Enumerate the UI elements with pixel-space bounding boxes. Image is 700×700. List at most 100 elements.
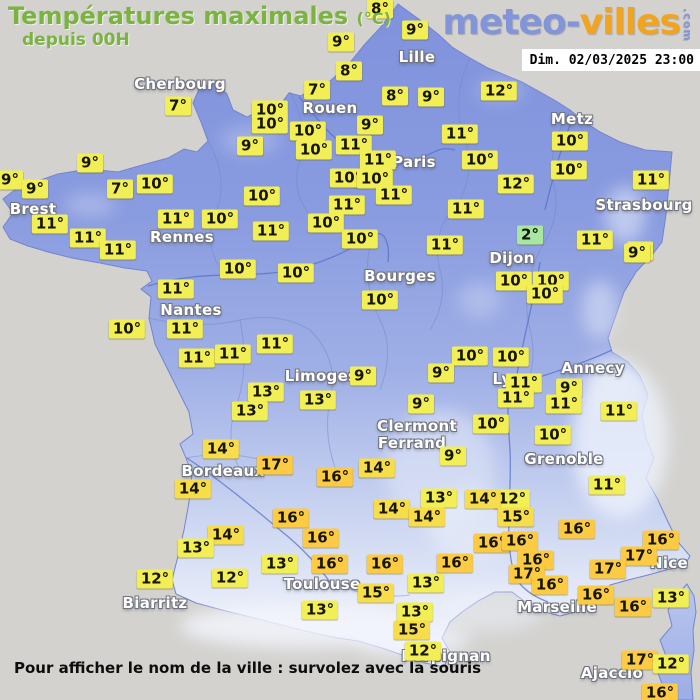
temperature-label: 13° [177, 538, 215, 558]
temperature-label: 13° [247, 382, 285, 402]
temperature-label: 11° [178, 348, 216, 368]
city-label-paris: Paris [392, 153, 436, 171]
temperature-label: 10° [451, 346, 489, 366]
city-label-strasbourg: Strasbourg [595, 196, 693, 214]
temperature-label: 11° [375, 185, 413, 205]
temperature-label: 9° [402, 20, 428, 40]
meteo-villes-logo[interactable]: meteo- villes .com [442, 2, 694, 43]
temperature-label: 13° [652, 588, 690, 608]
temperature-label: 16° [311, 554, 349, 574]
city-label-nantes: Nantes [160, 301, 222, 319]
temperature-label: 9° [428, 363, 454, 383]
city-label-lille: Lille [398, 48, 436, 66]
temperature-label: 8° [382, 86, 408, 106]
city-label-nice: Nice [650, 554, 688, 572]
temperature-label: 15° [357, 583, 395, 603]
temperature-label: 17° [620, 546, 658, 566]
temperature-label: 14° [373, 499, 411, 519]
temperature-label: 10° [201, 209, 239, 229]
city-label-clermont: Clermont [377, 417, 457, 435]
city-label-marseille: Marseille [517, 598, 597, 616]
temperature-label: 10° [361, 290, 399, 310]
city-label-bourges: Bourges [364, 267, 436, 285]
temperature-label: 12° [404, 641, 442, 661]
temperature-label: 13° [299, 390, 337, 410]
temperature-label: 9° [237, 136, 263, 156]
city-label-ferrand: Ferrand [377, 434, 447, 452]
logo-blue-part: meteo- [442, 2, 580, 43]
city-label-brest: Brest [9, 200, 57, 218]
temperature-label: 10° [472, 414, 510, 434]
city-label-biarritz: Biarritz [122, 594, 188, 612]
temperature-label: 13° [301, 600, 339, 620]
datetime-badge: Dim. 02/03/2025 23:00 [521, 49, 700, 71]
temperature-label: 9° [418, 87, 444, 107]
temperature-label: 16° [577, 585, 615, 605]
temperature-label: 12° [211, 568, 249, 588]
temperature-label: 9° [408, 394, 434, 414]
temperature-label: 11° [69, 228, 107, 248]
temperature-label: 11° [545, 394, 583, 414]
temperature-label: 11° [328, 195, 366, 215]
temperature-label: 9° [77, 153, 103, 173]
temperature-label: 10° [307, 213, 345, 233]
temperature-label: 11° [588, 475, 626, 495]
temperature-label: 11° [31, 214, 69, 234]
temperature-label: 9° [624, 243, 650, 263]
temperature-label: 10° [219, 259, 257, 279]
temperature-label: 16° [558, 519, 596, 539]
title-unit: (°C) [356, 9, 391, 28]
temperature-label: 12° [480, 81, 518, 101]
temperature-label: 17° [589, 559, 627, 579]
temperature-label: 11° [359, 150, 397, 170]
temperature-label: 13° [396, 602, 434, 622]
city-label-cherbourg: Cherbourg [134, 75, 226, 93]
temperature-label: 13° [407, 573, 445, 593]
temperature-label: 16° [473, 533, 511, 553]
temperature-label: 10° [341, 229, 379, 249]
logo-orange-part: villes [579, 2, 681, 43]
temperature-label: 7° [304, 80, 330, 100]
temperature-label: 13° [420, 488, 458, 508]
city-label-metz: Metz [550, 110, 594, 128]
temperature-label: 16° [366, 554, 404, 574]
temperature-label: 9° [350, 366, 376, 386]
temperature-label: 9° [0, 170, 23, 190]
temperature-label: 8° [367, 0, 393, 19]
temperature-label: 2° [517, 225, 543, 245]
temperature-label: 12° [136, 569, 174, 589]
temperature-label: 14° [207, 525, 245, 545]
temperature-label: 10° [534, 425, 572, 445]
temperature-label: 11° [99, 240, 137, 260]
city-label-rouen: Rouen [302, 99, 358, 117]
temperature-label: 11° [157, 209, 195, 229]
temperature-label: 14° [202, 439, 240, 459]
temperature-label: 16° [302, 528, 340, 548]
temperature-label: 14° [408, 507, 446, 527]
temperature-label: 15° [497, 507, 535, 527]
temperature-label: 12° [497, 174, 535, 194]
temperature-label: 10° [461, 150, 499, 170]
temperature-label: 16° [614, 597, 652, 617]
city-label-toulouse: Toulouse [283, 575, 361, 593]
temperature-label: 9° [556, 378, 582, 398]
temperature-label: 14° [174, 479, 212, 499]
temperature-label: 9° [440, 446, 466, 466]
temperature-label: 10° [277, 263, 315, 283]
temperature-label: 14° [464, 489, 502, 509]
temperature-label: 10° [492, 347, 530, 367]
temperature-label: 13° [231, 401, 269, 421]
temperature-label: 17° [621, 650, 659, 670]
temperature-label: 10° [526, 284, 564, 304]
temperature-label: 11° [335, 135, 373, 155]
temperature-label: 13° [261, 554, 299, 574]
temperature-label: 11° [505, 373, 543, 393]
temperature-label: 16° [531, 575, 569, 595]
temperature-label: 17° [256, 455, 294, 475]
logo-tld: .com [681, 8, 694, 42]
temperature-label: 11° [441, 124, 479, 144]
temperature-label: 11° [632, 170, 670, 190]
hover-hint-text: Pour afficher le nom de la ville : survo… [14, 659, 482, 677]
temperature-label: 11° [256, 334, 294, 354]
